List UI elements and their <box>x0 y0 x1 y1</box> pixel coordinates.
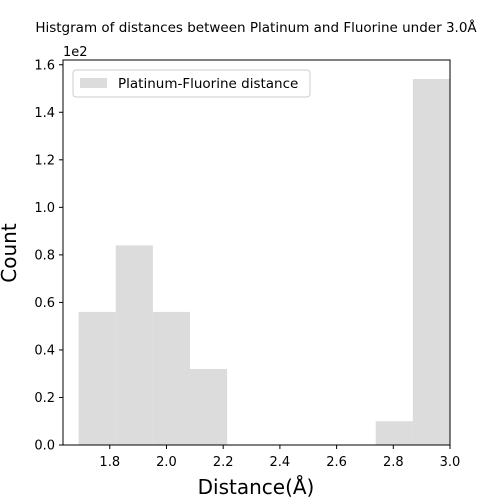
legend-swatch <box>80 78 107 88</box>
x-tick-label: 2.4 <box>270 455 291 470</box>
legend: Platinum-Fluorine distance <box>72 69 311 98</box>
x-tick-label: 1.8 <box>99 455 120 470</box>
x-tick-label: 2.6 <box>326 455 347 470</box>
y-tick-label: 0.8 <box>34 248 55 263</box>
y-tick-label: 0.0 <box>34 439 55 454</box>
y-tick-label: 1.0 <box>34 201 55 216</box>
histogram-bars <box>78 79 450 446</box>
legend-box <box>72 69 311 98</box>
x-tick-label: 3.0 <box>440 455 461 470</box>
y-tick-label: 0.4 <box>34 343 55 358</box>
histogram-bar <box>115 245 153 445</box>
histogram-bar <box>375 421 413 445</box>
y-tick-label: 0.6 <box>34 296 55 311</box>
y-axis-scale-label: 1e2 <box>63 45 88 60</box>
x-tick-label: 2.2 <box>213 455 234 470</box>
chart-title: Histgram of distances between Platinum a… <box>35 19 477 36</box>
y-axis-label: Count <box>0 223 21 283</box>
legend-entry-label: Platinum-Fluorine distance <box>118 76 298 92</box>
x-axis-ticks: 1.8 2.0 2.2 2.4 2.6 2.8 3.0 <box>99 445 460 470</box>
histogram-bar <box>78 311 116 445</box>
x-axis-label: Distance(Å) <box>198 475 315 499</box>
histogram-bar <box>412 79 450 446</box>
plot-area-frame <box>62 59 451 446</box>
y-axis-ticks: 0.0 0.2 0.4 0.6 0.8 1.0 1.2 1.4 1.6 <box>34 58 63 454</box>
histogram-bar <box>190 368 228 445</box>
y-tick-label: 0.2 <box>34 391 55 406</box>
y-tick-label: 1.6 <box>34 58 55 73</box>
y-tick-label: 1.2 <box>34 153 55 168</box>
x-tick-label: 2.8 <box>383 455 404 470</box>
histogram-bar <box>152 311 191 445</box>
y-tick-label: 1.4 <box>34 106 55 121</box>
x-tick-label: 2.0 <box>156 455 177 470</box>
